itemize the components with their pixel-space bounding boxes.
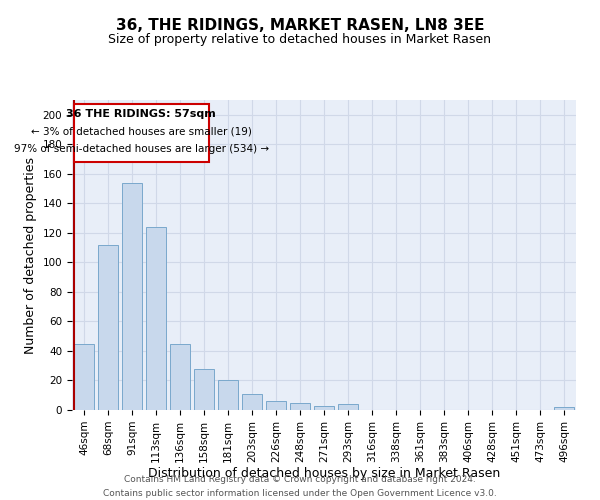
Bar [170, 344, 190, 410]
Bar [242, 394, 262, 410]
Bar [266, 401, 286, 410]
Bar [314, 406, 334, 410]
Bar [122, 182, 142, 410]
Text: 36 THE RIDINGS: 57sqm: 36 THE RIDINGS: 57sqm [67, 109, 216, 119]
Text: 97% of semi-detached houses are larger (534) →: 97% of semi-detached houses are larger (… [14, 144, 269, 154]
Text: ← 3% of detached houses are smaller (19): ← 3% of detached houses are smaller (19) [31, 126, 252, 136]
Bar [146, 227, 166, 410]
Bar [98, 244, 118, 410]
Bar [338, 404, 358, 410]
Bar [554, 407, 574, 410]
Bar [194, 368, 214, 410]
FancyBboxPatch shape [74, 104, 209, 162]
Bar [290, 402, 310, 410]
Text: Size of property relative to detached houses in Market Rasen: Size of property relative to detached ho… [109, 32, 491, 46]
X-axis label: Distribution of detached houses by size in Market Rasen: Distribution of detached houses by size … [148, 468, 500, 480]
Bar [218, 380, 238, 410]
Text: Contains HM Land Registry data © Crown copyright and database right 2024.
Contai: Contains HM Land Registry data © Crown c… [103, 476, 497, 498]
Y-axis label: Number of detached properties: Number of detached properties [24, 156, 37, 354]
Bar [74, 344, 94, 410]
Text: 36, THE RIDINGS, MARKET RASEN, LN8 3EE: 36, THE RIDINGS, MARKET RASEN, LN8 3EE [116, 18, 484, 32]
